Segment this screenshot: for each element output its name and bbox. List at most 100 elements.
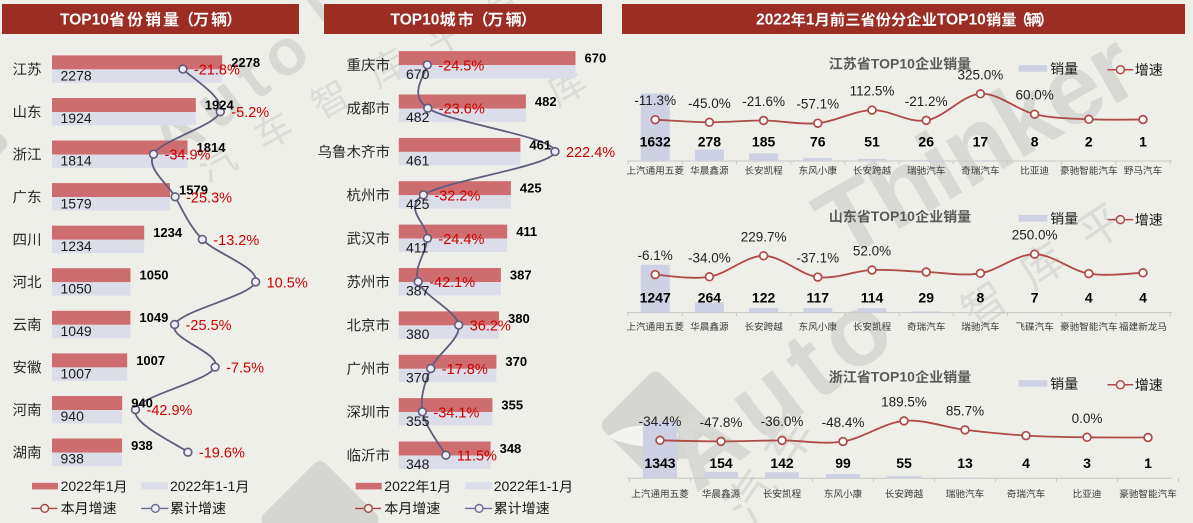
svg-text:355: 355 (501, 398, 523, 413)
svg-text:-34.0%: -34.0% (688, 250, 731, 265)
svg-text:-24.4%: -24.4% (438, 232, 484, 248)
svg-text:1-1: 1-1 (215, 478, 235, 494)
svg-text:229.7%: 229.7% (741, 229, 787, 244)
svg-text:1007: 1007 (61, 366, 92, 382)
svg-text:3: 3 (1083, 455, 1091, 471)
svg-text:1: 1 (429, 478, 437, 494)
svg-text:0.0%: 0.0% (1072, 411, 1103, 426)
svg-text:-25.3%: -25.3% (186, 190, 232, 206)
svg-text:51: 51 (864, 134, 880, 150)
svg-text:387: 387 (406, 283, 430, 299)
svg-text:TOP10: TOP10 (871, 208, 915, 224)
svg-text:TOP10: TOP10 (937, 12, 986, 29)
svg-text:348: 348 (406, 456, 430, 472)
svg-text:2022: 2022 (384, 478, 415, 494)
svg-text:-37.1%: -37.1% (796, 251, 839, 266)
svg-text:-34.1%: -34.1% (433, 405, 479, 421)
svg-text:461: 461 (406, 153, 430, 169)
svg-text:-7.5%: -7.5% (226, 361, 264, 377)
svg-text:2278: 2278 (231, 55, 260, 70)
svg-text:1234: 1234 (153, 225, 183, 240)
svg-text:355: 355 (406, 413, 430, 429)
svg-text:-47.8%: -47.8% (700, 415, 743, 430)
svg-text:370: 370 (406, 370, 430, 386)
svg-text:76: 76 (810, 134, 826, 150)
svg-text:1: 1 (806, 12, 815, 29)
svg-text:-42.1%: -42.1% (429, 275, 475, 291)
svg-text:2278: 2278 (61, 68, 92, 84)
svg-text:-21.8%: -21.8% (194, 63, 240, 79)
svg-text:TOP10: TOP10 (871, 55, 915, 71)
svg-text:-34.9%: -34.9% (165, 148, 211, 164)
svg-text:938: 938 (61, 451, 85, 467)
svg-text:-17.8%: -17.8% (442, 362, 488, 378)
svg-text:-45.0%: -45.0% (688, 96, 731, 111)
svg-text:370: 370 (505, 354, 527, 369)
svg-text:1049: 1049 (139, 310, 168, 325)
svg-text:1343: 1343 (644, 455, 675, 471)
svg-text:2022: 2022 (61, 478, 92, 494)
svg-text:1: 1 (1139, 134, 1147, 150)
svg-text:-23.6%: -23.6% (439, 102, 485, 118)
svg-text:-34.4%: -34.4% (639, 414, 682, 429)
svg-text:142: 142 (770, 455, 794, 471)
svg-text:2022: 2022 (170, 478, 201, 494)
svg-text:1007: 1007 (136, 353, 165, 368)
svg-text:348: 348 (500, 441, 522, 456)
svg-text:1924: 1924 (205, 97, 235, 112)
svg-text:1234: 1234 (61, 238, 92, 254)
svg-text:670: 670 (406, 66, 430, 82)
svg-text:-57.1%: -57.1% (796, 97, 839, 112)
svg-text:-42.9%: -42.9% (147, 403, 193, 419)
svg-text:461: 461 (529, 137, 551, 152)
svg-text:-32.2%: -32.2% (434, 188, 480, 204)
svg-text:8: 8 (1031, 134, 1039, 150)
svg-text:425: 425 (520, 181, 542, 196)
svg-text:1050: 1050 (61, 280, 92, 296)
svg-text:TOP10: TOP10 (391, 12, 440, 29)
svg-text:380: 380 (406, 326, 430, 342)
svg-text:-25.5%: -25.5% (186, 318, 232, 334)
svg-text:325.0%: 325.0% (958, 67, 1004, 82)
svg-text:1050: 1050 (140, 268, 169, 283)
svg-text:278: 278 (698, 134, 722, 150)
svg-text:85.7%: 85.7% (946, 403, 984, 418)
svg-text:7: 7 (1031, 290, 1039, 306)
svg-text:17: 17 (973, 134, 989, 150)
svg-text:-24.5%: -24.5% (438, 58, 484, 74)
svg-text:1: 1 (106, 478, 114, 494)
svg-text:13: 13 (957, 455, 973, 471)
svg-text:1924: 1924 (61, 110, 92, 126)
svg-text:1579: 1579 (61, 195, 92, 211)
svg-text:-21.6%: -21.6% (742, 94, 785, 109)
svg-text:2022: 2022 (494, 478, 525, 494)
svg-text:4: 4 (1139, 290, 1147, 306)
svg-text:99: 99 (835, 455, 851, 471)
svg-text:-48.4%: -48.4% (822, 415, 865, 430)
svg-text:4: 4 (1022, 455, 1030, 471)
svg-text:122: 122 (752, 290, 776, 306)
svg-text:60.0%: 60.0% (1015, 88, 1053, 103)
svg-text:670: 670 (585, 51, 607, 66)
svg-text:-5.2%: -5.2% (231, 105, 269, 121)
svg-text:1579: 1579 (179, 183, 208, 198)
svg-text:114: 114 (861, 290, 884, 306)
svg-text:1-1: 1-1 (539, 478, 559, 494)
svg-text:940: 940 (61, 408, 85, 424)
svg-text:1049: 1049 (61, 323, 92, 339)
svg-text:10.5%: 10.5% (267, 275, 308, 291)
svg-text:2022: 2022 (756, 12, 790, 29)
svg-text:117: 117 (807, 290, 830, 306)
svg-text:387: 387 (510, 267, 532, 282)
svg-text:185: 185 (752, 134, 776, 150)
svg-text:TOP10: TOP10 (60, 12, 109, 29)
svg-text:1814: 1814 (197, 140, 227, 155)
svg-text:4: 4 (1085, 290, 1093, 306)
svg-text:-6.1%: -6.1% (638, 248, 673, 263)
svg-text:2: 2 (1085, 134, 1093, 150)
svg-text:52.0%: 52.0% (853, 244, 891, 259)
svg-text:-13.2%: -13.2% (213, 233, 259, 249)
svg-text:411: 411 (406, 239, 429, 255)
svg-text:264: 264 (698, 290, 722, 306)
svg-text:-19.6%: -19.6% (199, 446, 245, 462)
